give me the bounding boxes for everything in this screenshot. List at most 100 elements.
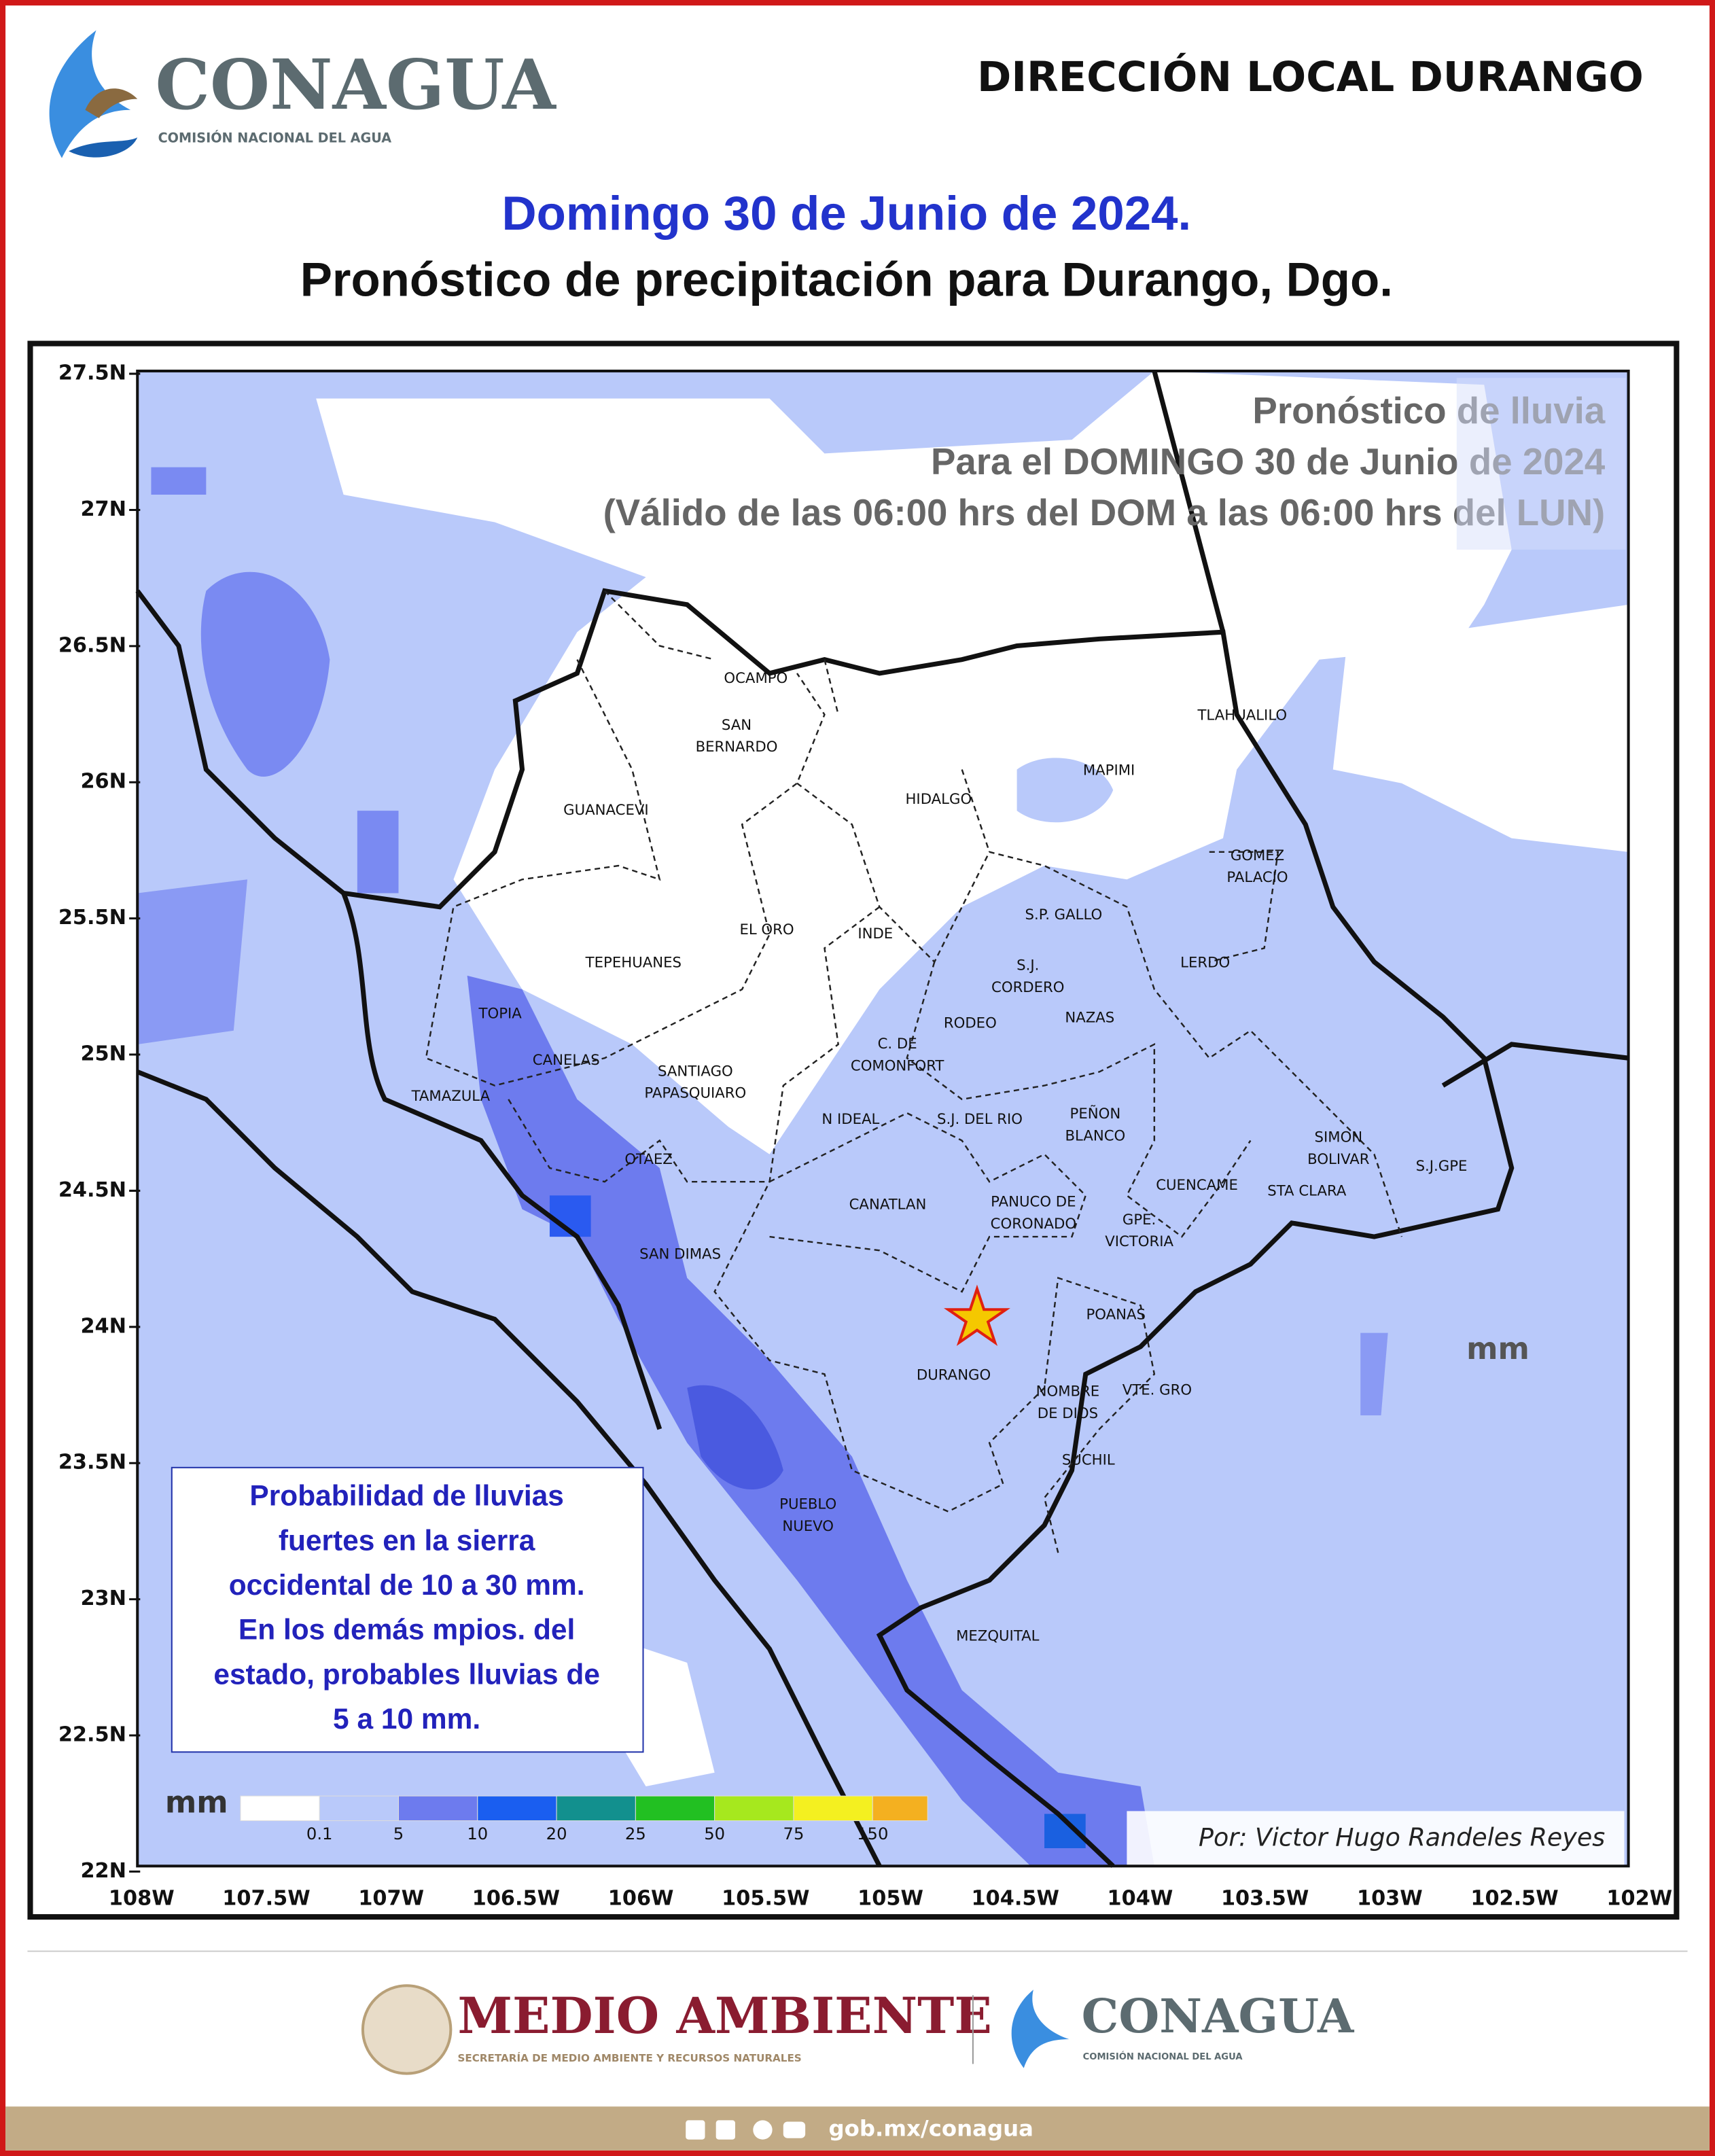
municipality-label: INDE — [858, 925, 893, 942]
latitude-label: 23.5N — [58, 1451, 126, 1474]
municipality-label: CANELAS — [533, 1052, 600, 1069]
municipality-label: GPE. — [1122, 1212, 1156, 1229]
municipality-label: SUCHIL — [1062, 1452, 1115, 1469]
credit-box — [1127, 1811, 1625, 1867]
logo-name: CONAGUA — [156, 44, 557, 125]
latitude-label: 26.5N — [58, 633, 126, 657]
note-line: occidental de 10 a 30 mm. — [229, 1569, 585, 1601]
longitude-label: 105W — [858, 1886, 923, 1910]
footer-url: gob.mx/conagua — [829, 2116, 1033, 2142]
latitude-label: 23N — [80, 1587, 126, 1610]
municipality-label: STA CLARA — [1267, 1182, 1347, 1199]
legend-tick: 20 — [546, 1824, 567, 1843]
legend-swatch — [398, 1795, 478, 1822]
municipality-label: TOPIA — [478, 1005, 523, 1022]
municipality-label: S.J. DEL RIO — [937, 1111, 1023, 1128]
municipality-label: TLAHUALILO — [1197, 707, 1287, 724]
longitude-label: 106.5W — [472, 1886, 560, 1910]
municipality-label: OCAMPO — [724, 670, 788, 687]
note-line: fuertes en la sierra — [279, 1524, 535, 1556]
municipality-label: SAN DIMAS — [639, 1245, 721, 1262]
municipality-label: N IDEAL — [821, 1111, 879, 1128]
durango-city-star — [944, 1284, 1010, 1346]
municipality-label: EL ORO — [739, 921, 794, 938]
municipality-label: NAZAS — [1065, 1010, 1114, 1027]
social-icons — [686, 2120, 806, 2140]
municipality-label: NUEVO — [782, 1518, 834, 1535]
municipality-label: HIDALGO — [905, 791, 972, 808]
legend-swatch — [714, 1795, 794, 1822]
conagua-logo — [49, 30, 138, 158]
map-inner-frame — [136, 370, 1630, 1868]
municipality-label: SAN — [722, 717, 752, 734]
latitude-label: 27N — [80, 497, 126, 521]
municipality-label: TEPEHUANES — [585, 955, 682, 972]
municipality-label: DURANGO — [917, 1366, 991, 1383]
municipality-label: PEÑON — [1070, 1104, 1121, 1123]
latitude-label: 24.5N — [58, 1178, 126, 1202]
legend-tick: 75 — [783, 1824, 805, 1843]
legend-title: mm — [165, 1785, 228, 1820]
municipality-label: TAMAZULA — [411, 1088, 491, 1105]
legend-swatch — [556, 1795, 636, 1822]
municipality-label: SANTIAGO — [658, 1063, 733, 1080]
municipality-label: BERNARDO — [696, 739, 778, 756]
footer-brand: MEDIO AMBIENTE — [457, 1987, 991, 2045]
footer-logo — [1011, 1990, 1069, 2068]
legend-tick: 5 — [393, 1824, 404, 1843]
longitude-label: 103W — [1357, 1886, 1423, 1910]
note-line: Probabilidad de lluvias — [249, 1480, 563, 1512]
forecast-title: Pronóstico de precipitación para Durango… — [300, 252, 1393, 306]
municipality-label: BOLIVAR — [1307, 1151, 1370, 1168]
municipal-boundaries — [425, 590, 1403, 1553]
longitude-label: 104W — [1108, 1886, 1173, 1910]
municipality-label: CORONADO — [991, 1216, 1076, 1233]
latitude-label: 25N — [80, 1042, 126, 1066]
municipality-label: RODEO — [944, 1015, 997, 1032]
overlay-backdrop — [1456, 378, 1626, 550]
municipality-label: PUEBLO — [779, 1496, 836, 1513]
state-boundary — [135, 370, 1629, 1868]
legend-swatch — [793, 1795, 873, 1822]
footer-bar — [5, 2106, 1710, 2151]
longitude-label: 107.5W — [222, 1886, 310, 1910]
footer-brand-subtitle: SECRETARÍA DE MEDIO AMBIENTE Y RECURSOS … — [457, 2051, 801, 2064]
municipality-label: COMONFORT — [851, 1057, 945, 1074]
date-title: Domingo 30 de Junio de 2024. — [502, 186, 1192, 240]
footer-logo-subtitle: COMISIÓN NACIONAL DEL AGUA — [1083, 2051, 1243, 2062]
municipality-label: C. DE — [878, 1036, 917, 1053]
municipality-label: DE DIOS — [1038, 1405, 1098, 1422]
municipality-label: S.J. — [1016, 957, 1039, 974]
legend-tick: 50 — [704, 1824, 725, 1843]
municipality-label: SIMON — [1315, 1129, 1363, 1146]
municipality-label: CORDERO — [991, 979, 1064, 996]
legend-swatch — [240, 1795, 320, 1822]
municipality-label: S.J.GPE — [1416, 1158, 1468, 1175]
legend-swatch — [319, 1795, 400, 1822]
longitude-label: 105.5W — [722, 1886, 809, 1910]
municipality-label: NOMBRE — [1036, 1383, 1100, 1400]
longitude-label: 106W — [608, 1886, 674, 1910]
municipality-label: BLANCO — [1065, 1127, 1125, 1144]
note-line: 5 a 10 mm. — [333, 1703, 480, 1735]
legend-swatch — [872, 1795, 928, 1822]
latitude-label: 26N — [80, 770, 126, 794]
municipality-label: S.P. GALLO — [1025, 906, 1102, 923]
municipality-label: PALACIO — [1226, 869, 1288, 886]
note-box — [171, 1466, 644, 1753]
longitude-label: 102W — [1606, 1886, 1672, 1910]
longitude-label: 108W — [109, 1886, 175, 1910]
municipality-label: GUANACEVI — [563, 802, 649, 819]
unit-label: mm — [1466, 1332, 1530, 1366]
mexico-seal — [361, 1984, 453, 2075]
municipality-label: VTE. GRO — [1122, 1382, 1192, 1399]
legend-tick: 150 — [857, 1824, 888, 1843]
municipality-label: LERDO — [1180, 955, 1230, 972]
latitude-label: 27.5N — [58, 361, 126, 385]
credit: Por: Victor Hugo Randeles Reyes — [1199, 1822, 1605, 1852]
municipality-label: PAPASQUIARO — [644, 1085, 746, 1102]
municipality-label: MAPIMI — [1083, 762, 1135, 779]
